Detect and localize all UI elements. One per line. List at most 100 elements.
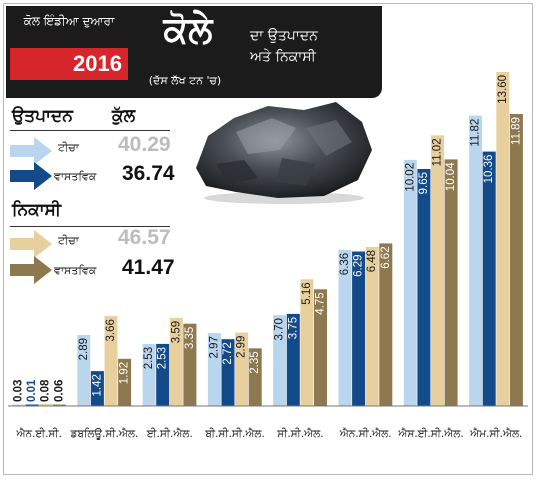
labels-layer: 0.03 0.01 0.08 0.06 2.89 1.42 3.66 1.92 2.53 2.53… bbox=[13, 75, 523, 402]
production-heading: ਉਤਪਾਦਨ bbox=[12, 106, 73, 126]
bar-6-3 bbox=[444, 159, 458, 406]
value-label-2-1: 2.53 bbox=[157, 347, 169, 369]
bar-1-1 bbox=[90, 371, 104, 406]
value-label-5-1: 6.29 bbox=[353, 255, 365, 277]
production-target-value: 40.29 bbox=[118, 133, 171, 156]
dispatch-heading: ਨਿਕਾਸੀ bbox=[12, 200, 61, 220]
title-description: ਦਾ ਉਤਪਾਦਨ ਅਤੇ ਨਿਕਾਸੀ bbox=[250, 26, 378, 68]
bar-3-2 bbox=[235, 332, 249, 406]
value-label-6-1: 9.65 bbox=[418, 172, 430, 194]
dispatch-target-label: ਟੀਚਾ bbox=[58, 234, 79, 247]
bar-7-0 bbox=[469, 115, 483, 406]
production-actual-label: ਵਾਸਤਵਿਕ bbox=[54, 170, 97, 183]
bar-3-0 bbox=[207, 333, 221, 406]
bar-5-1 bbox=[352, 251, 366, 406]
bar-7-2 bbox=[496, 72, 510, 406]
category-label-3: ਬੀ.ਸੀ.ਸੀ.ਐਲ. bbox=[204, 427, 264, 440]
value-label-3-1: 2.72 bbox=[222, 342, 234, 364]
value-label-7-0: 11.82 bbox=[470, 119, 482, 147]
figure-frame bbox=[3, 3, 533, 475]
bar-4-0 bbox=[273, 315, 287, 406]
value-label-1-0: 2.89 bbox=[78, 338, 90, 360]
category-label-1: ਡਬਲਿਊ.ਸੀ.ਐਲ. bbox=[70, 427, 139, 440]
bar-6-1 bbox=[417, 169, 431, 406]
page-title: ਕੋਲੇ bbox=[163, 10, 213, 51]
value-label-2-3: 3.35 bbox=[184, 327, 196, 349]
value-label-0-3: 0.06 bbox=[53, 380, 65, 402]
dispatch-divider bbox=[10, 226, 170, 227]
bar-0-3 bbox=[52, 404, 66, 406]
value-label-5-3: 6.62 bbox=[380, 246, 392, 268]
bar-4-3 bbox=[314, 289, 327, 406]
bar-7-3 bbox=[509, 114, 523, 406]
value-label-4-0: 3.70 bbox=[274, 318, 286, 340]
dispatch-target-value: 46.57 bbox=[118, 226, 171, 249]
dispatch-target-arrow-icon bbox=[10, 230, 52, 258]
bar-2-1 bbox=[156, 343, 170, 406]
value-label-5-0: 6.36 bbox=[339, 253, 351, 275]
bar-0-1 bbox=[25, 404, 39, 406]
dispatch-actual-arrow-icon bbox=[10, 256, 52, 284]
bars-layer bbox=[12, 72, 523, 406]
bar-2-3 bbox=[183, 323, 197, 406]
value-label-5-2: 6.48 bbox=[366, 250, 378, 272]
category-label-5: ਐਨ.ਸੀ.ਐਲ. bbox=[339, 427, 392, 440]
production-total-label: ਕੁੱਲ bbox=[112, 106, 136, 126]
category-label-7: ਐਮ.ਸੀ.ਐਲ. bbox=[469, 427, 522, 440]
dispatch-actual-label: ਵਾਸਤਵਿਕ bbox=[54, 264, 97, 277]
bar-1-0 bbox=[77, 335, 91, 406]
value-label-2-2: 3.59 bbox=[170, 321, 182, 343]
banner-subtitle: ਕੋਲ ਇੰਡੀਆ ਦੁਆਰਾ bbox=[23, 14, 115, 28]
production-target-label: ਟੀਚਾ bbox=[58, 141, 79, 154]
bar-6-0 bbox=[403, 159, 417, 406]
production-divider bbox=[10, 130, 170, 131]
bar-2-2 bbox=[169, 317, 183, 406]
production-actual-arrow-icon bbox=[10, 162, 52, 190]
value-label-1-1: 1.42 bbox=[91, 374, 103, 396]
category-labels-layer: ਐਨ.ਈ.ਸੀ. ਡਬਲਿਊ.ਸੀ.ਐਲ. ਈ.ਸੀ.ਐਲ. ਬੀ.ਸੀ.ਸੀ.ਐਲ.… bbox=[15, 427, 522, 440]
value-label-6-3: 10.04 bbox=[445, 162, 457, 191]
bar-1-3 bbox=[118, 358, 132, 406]
bar-1-2 bbox=[104, 316, 118, 406]
value-label-7-3: 11.89 bbox=[510, 117, 522, 145]
value-label-0-1: 0.01 bbox=[26, 379, 38, 402]
value-label-4-3: 4.75 bbox=[315, 292, 327, 314]
production-target-arrow-icon bbox=[10, 137, 52, 165]
description-line-1: ਦਾ ਉਤਪਾਦਨ bbox=[250, 28, 318, 44]
value-label-1-3: 1.92 bbox=[119, 362, 131, 384]
value-label-0-2: 0.08 bbox=[40, 379, 52, 402]
value-label-3-0: 2.97 bbox=[208, 336, 220, 358]
value-label-1-2: 3.66 bbox=[105, 319, 117, 341]
year-box bbox=[10, 48, 128, 80]
value-label-6-0: 10.02 bbox=[404, 163, 416, 192]
category-label-0: ਐਨ.ਈ.ਸੀ. bbox=[15, 427, 61, 440]
bar-3-3 bbox=[248, 348, 262, 406]
bar-0-2 bbox=[39, 404, 53, 406]
value-label-3-2: 2.99 bbox=[236, 336, 248, 358]
description-line-2: ਅਤੇ ਨਿਕਾਸੀ bbox=[250, 49, 316, 65]
coal-lump-image bbox=[196, 102, 372, 204]
unit-note: (ਦੱਸ ਲੱਖ ਟਨ 'ਚ) bbox=[148, 74, 222, 87]
bar-5-2 bbox=[365, 246, 379, 406]
dispatch-actual-value: 41.47 bbox=[122, 256, 175, 279]
bar-0-0 bbox=[12, 404, 25, 406]
bar-3-1 bbox=[221, 339, 235, 406]
bar-6-2 bbox=[431, 135, 444, 406]
value-label-2-0: 2.53 bbox=[143, 347, 155, 369]
category-label-6: ਐਸ.ਈ.ਸੀ.ਐਲ. bbox=[397, 427, 463, 440]
bar-2-0 bbox=[142, 343, 156, 406]
bar-5-3 bbox=[379, 243, 393, 406]
value-label-0-0: 0.03 bbox=[13, 380, 25, 402]
production-actual-value: 36.74 bbox=[122, 162, 175, 185]
value-label-3-3: 2.35 bbox=[249, 351, 261, 373]
value-label-4-1: 3.75 bbox=[287, 317, 299, 339]
value-label-6-2: 11.02 bbox=[432, 138, 444, 166]
value-label-7-1: 10.36 bbox=[483, 155, 495, 184]
category-label-2: ਈ.ਸੀ.ਐਲ. bbox=[146, 427, 193, 440]
year-label: 2016 bbox=[73, 51, 122, 76]
bar-4-2 bbox=[300, 279, 314, 406]
bar-5-0 bbox=[338, 249, 352, 406]
bar-4-1 bbox=[286, 313, 300, 406]
category-label-4: ਸੀ.ਸੀ.ਐਲ. bbox=[276, 427, 323, 440]
